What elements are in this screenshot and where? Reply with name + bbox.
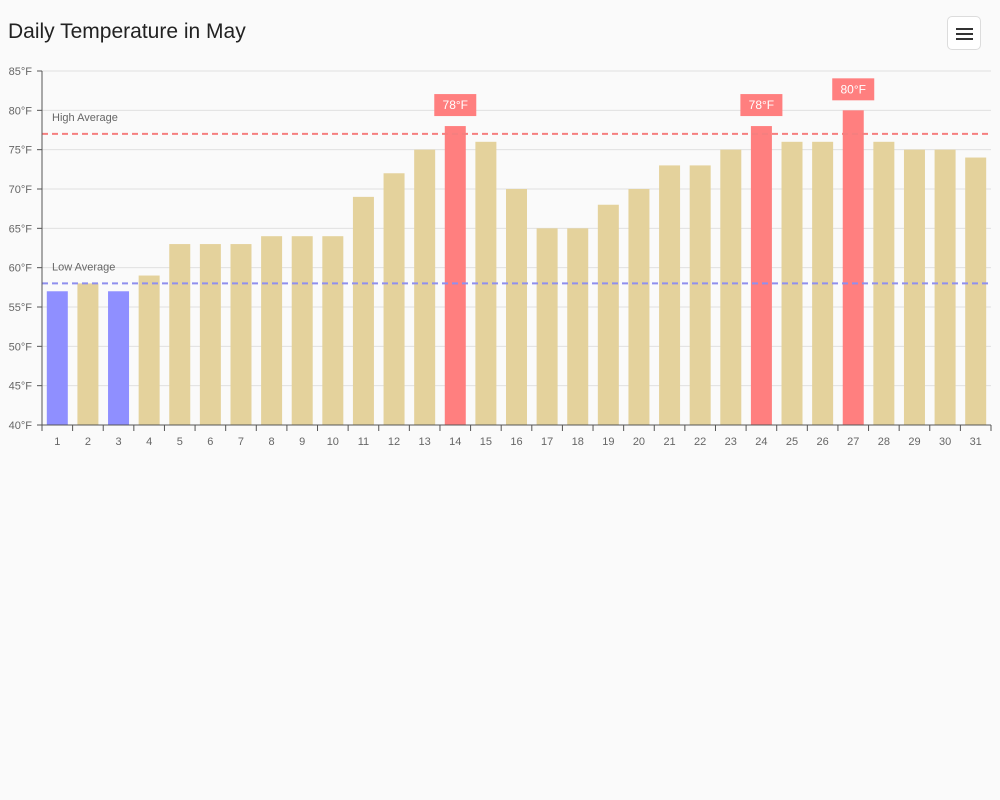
bar[interactable] (965, 157, 987, 426)
menu-line (956, 28, 973, 30)
bar[interactable] (842, 110, 864, 425)
x-tick-label: 11 (358, 436, 369, 448)
bar[interactable] (536, 228, 558, 425)
hamburger-menu-icon[interactable] (947, 16, 981, 50)
bar[interactable] (750, 126, 772, 426)
x-tick-label: 13 (419, 436, 431, 448)
x-tick-label: 3 (115, 436, 121, 448)
y-tick-label: 80°F (9, 105, 33, 117)
bar[interactable] (506, 189, 527, 425)
x-tick-label: 22 (694, 436, 706, 448)
y-tick-label: 70°F (9, 184, 33, 196)
x-tick-label: 20 (633, 436, 645, 448)
data-label-box (832, 78, 875, 101)
y-tick-label: 50°F (9, 341, 33, 353)
bar[interactable] (322, 236, 344, 425)
bar[interactable] (567, 228, 589, 425)
x-tick-label: 8 (269, 436, 275, 448)
x-tick-label: 18 (572, 436, 584, 448)
bar[interactable] (659, 165, 681, 425)
x-tick-label: 25 (786, 436, 798, 448)
bar[interactable] (444, 126, 466, 426)
reference-line-label: Low Average (52, 261, 115, 273)
bar[interactable] (77, 283, 99, 425)
x-tick-label: 16 (510, 436, 522, 448)
bar[interactable] (230, 244, 252, 425)
bar[interactable] (199, 244, 221, 425)
x-tick-label: 17 (541, 436, 553, 448)
data-label-box (434, 94, 477, 117)
x-tick-label: 23 (725, 436, 737, 448)
x-tick-label: 15 (480, 436, 492, 448)
menu-line (956, 38, 973, 40)
y-tick-label: 65°F (9, 223, 33, 235)
x-tick-label: 30 (939, 436, 951, 448)
x-tick-label: 24 (755, 436, 767, 448)
bar[interactable] (689, 165, 711, 425)
data-label: 78°F (443, 98, 468, 112)
data-label: 80°F (840, 82, 865, 96)
x-tick-label: 26 (817, 436, 829, 448)
x-tick-label: 14 (449, 436, 461, 448)
bar[interactable] (597, 204, 619, 425)
bar[interactable] (414, 149, 436, 425)
bar[interactable] (46, 291, 68, 425)
y-tick-label: 40°F (9, 420, 33, 432)
y-tick-label: 55°F (9, 302, 33, 314)
x-tick-label: 28 (878, 436, 890, 448)
x-tick-label: 21 (663, 436, 675, 448)
x-tick-label: 4 (146, 436, 152, 448)
x-tick-label: 31 (970, 436, 982, 448)
bar[interactable] (720, 149, 742, 425)
y-tick-label: 60°F (9, 263, 33, 275)
x-tick-label: 1 (54, 436, 60, 448)
x-tick-label: 27 (847, 436, 859, 448)
data-label: 78°F (749, 98, 774, 112)
x-tick-label: 9 (299, 436, 305, 448)
reference-line-label: High Average (52, 112, 118, 124)
x-tick-label: 19 (602, 436, 614, 448)
bar[interactable] (903, 149, 925, 425)
bar[interactable] (138, 275, 160, 425)
menu-line (956, 33, 973, 35)
data-label-box (740, 94, 783, 117)
x-tick-label: 5 (177, 436, 183, 448)
x-tick-label: 12 (388, 436, 400, 448)
bar[interactable] (934, 149, 956, 425)
bar[interactable] (628, 189, 650, 425)
bar[interactable] (383, 173, 405, 425)
x-tick-label: 29 (908, 436, 920, 448)
chart-title: Daily Temperature in May (8, 20, 246, 43)
x-tick-label: 7 (238, 436, 244, 448)
y-tick-label: 75°F (9, 145, 33, 157)
bar[interactable] (108, 291, 130, 425)
x-tick-label: 6 (207, 436, 213, 448)
bar[interactable] (352, 196, 374, 425)
y-tick-label: 85°F (9, 66, 33, 78)
x-tick-label: 10 (327, 436, 339, 448)
bar[interactable] (261, 236, 283, 425)
y-tick-label: 45°F (9, 381, 33, 393)
x-tick-label: 2 (85, 436, 91, 448)
bar[interactable] (169, 244, 191, 425)
bar[interactable] (291, 236, 313, 425)
